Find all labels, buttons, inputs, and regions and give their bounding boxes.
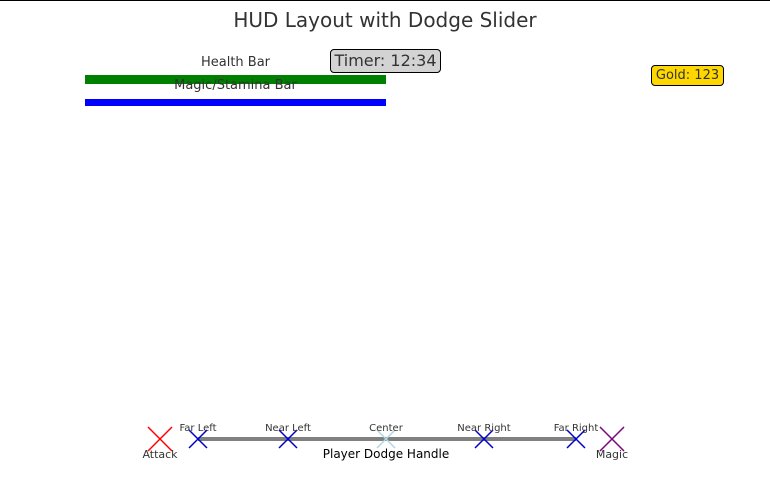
dodge-position-center[interactable]: Center <box>369 423 404 449</box>
attack-label: Attack <box>142 448 178 461</box>
magic-stamina-bar <box>85 99 386 106</box>
dodge-position-far-left[interactable]: Far Left <box>179 423 217 449</box>
top-border <box>0 0 770 1</box>
player-dodge-handle-label: Player Dodge Handle <box>323 447 450 461</box>
position-x-icon[interactable] <box>188 429 208 449</box>
position-label: Near Right <box>457 423 510 434</box>
position-label: Far Left <box>179 423 216 434</box>
magic-x-icon[interactable] <box>599 426 625 452</box>
health-bar <box>85 75 386 84</box>
dodge-handle-x-icon[interactable] <box>376 429 396 449</box>
dodge-position-near-left[interactable]: Near Left <box>265 423 311 449</box>
magic-bar-label: Magic/Stamina Bar <box>174 78 297 93</box>
position-x-icon[interactable] <box>474 429 494 449</box>
position-label: Far Right <box>554 423 599 434</box>
attack-x-icon[interactable] <box>147 426 173 452</box>
dodge-position-near-right[interactable]: Near Right <box>457 423 511 449</box>
page-title: HUD Layout with Dodge Slider <box>233 8 537 32</box>
position-x-icon[interactable] <box>278 429 298 449</box>
position-label: Near Left <box>265 423 311 434</box>
gold-counter: Gold: 123 <box>651 65 724 86</box>
position-x-icon[interactable] <box>566 429 586 449</box>
health-bar-label: Health Bar <box>200 55 271 70</box>
timer-display: Timer: 12:34 <box>330 49 441 73</box>
magic-label: Magic <box>596 448 628 461</box>
position-label: Center <box>369 423 404 434</box>
dodge-position-far-right[interactable]: Far Right <box>554 423 599 449</box>
